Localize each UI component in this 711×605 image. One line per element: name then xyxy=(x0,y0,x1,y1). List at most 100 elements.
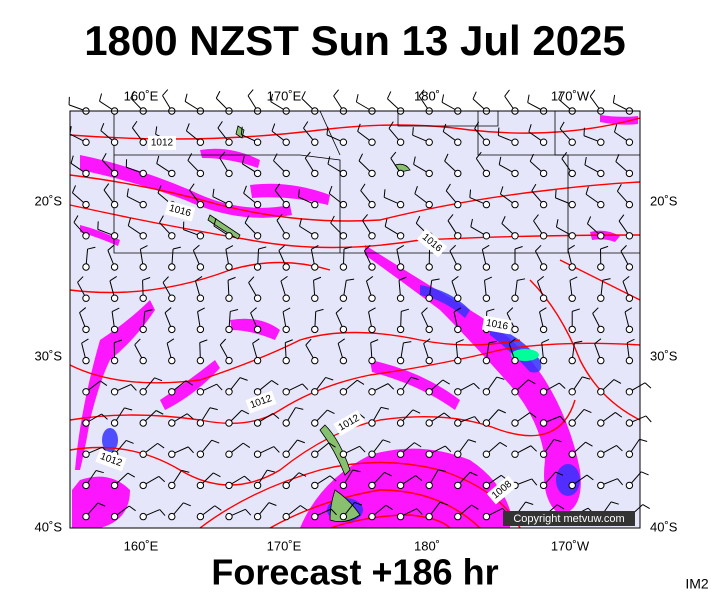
barb-station xyxy=(169,482,175,488)
barb-station xyxy=(312,389,318,395)
barb-station xyxy=(83,389,89,395)
barb-station xyxy=(283,233,289,239)
barb-station xyxy=(169,357,175,363)
barb-station xyxy=(426,513,432,519)
barb-station xyxy=(626,233,632,239)
barb-station xyxy=(340,389,346,395)
barb-station xyxy=(254,170,260,176)
barb-station xyxy=(397,420,403,426)
barb-station xyxy=(226,139,232,145)
barb-station xyxy=(283,264,289,270)
barb-station xyxy=(569,389,575,395)
barb-station xyxy=(569,295,575,301)
lat-label: 20˚S xyxy=(35,193,63,208)
lon-label: 180˚ xyxy=(414,88,440,103)
plot-area xyxy=(69,90,651,528)
barb-station xyxy=(426,295,432,301)
barb-station xyxy=(540,295,546,301)
barb-station xyxy=(569,264,575,270)
barb-station xyxy=(483,451,489,457)
barb-station xyxy=(340,326,346,332)
barb-station xyxy=(397,389,403,395)
barb-station xyxy=(140,482,146,488)
barb-station xyxy=(569,420,575,426)
lon-label: 170˚W xyxy=(551,88,590,103)
barb-station xyxy=(512,420,518,426)
barb-station xyxy=(369,357,375,363)
barb-station xyxy=(83,170,89,176)
barb-station xyxy=(483,170,489,176)
barb-station xyxy=(169,513,175,519)
barb-station xyxy=(426,326,432,332)
barb-station xyxy=(369,170,375,176)
barb-station xyxy=(569,451,575,457)
barb-station xyxy=(83,201,89,207)
barb-station xyxy=(312,233,318,239)
barb-station xyxy=(512,264,518,270)
barb-station xyxy=(312,357,318,363)
barb-station xyxy=(197,389,203,395)
barb-station xyxy=(512,233,518,239)
barb-station xyxy=(197,139,203,145)
barb-station xyxy=(169,170,175,176)
barb-station xyxy=(426,201,432,207)
barb-station xyxy=(226,389,232,395)
barb-station xyxy=(397,357,403,363)
barb-station xyxy=(540,326,546,332)
barb-station xyxy=(598,139,604,145)
barb-station xyxy=(512,326,518,332)
barb-station xyxy=(83,451,89,457)
barb-station xyxy=(455,170,461,176)
barb-station xyxy=(483,420,489,426)
barb-station xyxy=(312,201,318,207)
barb-station xyxy=(455,389,461,395)
barb-station xyxy=(426,482,432,488)
barb-station xyxy=(512,170,518,176)
barb-station xyxy=(83,420,89,426)
barb-station xyxy=(455,264,461,270)
barb-station xyxy=(512,139,518,145)
barb-station xyxy=(340,451,346,457)
barb-station xyxy=(226,170,232,176)
copyright: Copyright metvuw.com xyxy=(513,513,624,525)
lat-label: 30˚S xyxy=(650,348,678,363)
barb-station xyxy=(598,451,604,457)
lat-label: 40˚S xyxy=(650,519,678,534)
barb-station xyxy=(369,389,375,395)
barb-station xyxy=(340,233,346,239)
barb-station xyxy=(283,201,289,207)
barb-station xyxy=(340,170,346,176)
barb-station xyxy=(83,482,89,488)
barb-station xyxy=(369,482,375,488)
barb-station xyxy=(369,420,375,426)
image-id: IM2 xyxy=(685,576,709,592)
barb-station xyxy=(598,264,604,270)
barb-station xyxy=(197,233,203,239)
barb-station xyxy=(340,264,346,270)
barb-station xyxy=(226,201,232,207)
barb-station xyxy=(169,451,175,457)
barb-station xyxy=(455,420,461,426)
barb-station xyxy=(283,357,289,363)
barb-station xyxy=(569,201,575,207)
barb-station xyxy=(226,295,232,301)
barb-station xyxy=(512,295,518,301)
barb-station xyxy=(598,326,604,332)
barb-station xyxy=(254,264,260,270)
barb-station xyxy=(455,326,461,332)
barb-station xyxy=(226,513,232,519)
barb-station xyxy=(512,357,518,363)
barb-station xyxy=(483,482,489,488)
barb-station xyxy=(283,482,289,488)
lon-label: 160˚E xyxy=(124,88,159,103)
barb-station xyxy=(111,139,117,145)
barb-station xyxy=(254,139,260,145)
barb-station xyxy=(598,201,604,207)
barb-station xyxy=(169,389,175,395)
barb-station xyxy=(197,201,203,207)
barb-station xyxy=(540,389,546,395)
barb-station xyxy=(426,389,432,395)
barb-station xyxy=(598,295,604,301)
barb-station xyxy=(254,389,260,395)
barb-station xyxy=(540,170,546,176)
